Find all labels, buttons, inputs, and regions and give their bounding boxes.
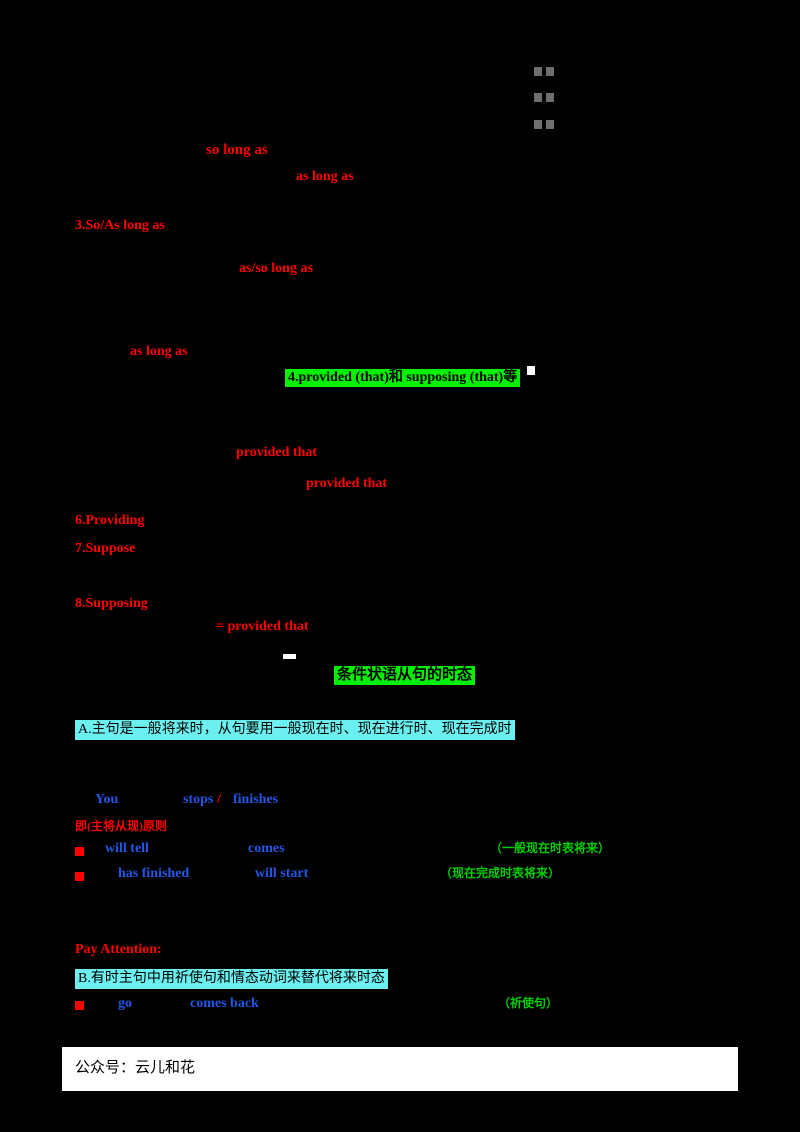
rule-red-note: 即(主将从现)原则 <box>75 819 167 833</box>
list-item-6: 6.Providing <box>75 513 145 528</box>
rule-b-heading: B.有时主句中用祈使句和情态动词来替代将来时态 <box>75 969 388 990</box>
phrase-provided-that-b: provided that <box>306 476 388 491</box>
example1-verb-clause: comes <box>248 841 285 856</box>
example-b-verb2: comes back <box>190 996 259 1011</box>
example-b-verb1: go <box>118 996 132 1011</box>
rule-a-heading: A.主句是一般将来时，从句要用一般现在时、现在进行时、现在完成时 <box>75 720 515 741</box>
superscript-mark <box>527 366 535 375</box>
example1-tense-note: （一般现在时表将来） <box>490 841 611 855</box>
corner-mark-row <box>534 63 558 81</box>
example2-verb-clause: has finished <box>118 866 190 881</box>
phrase-equals-provided-that: = provided that <box>216 619 309 634</box>
corner-mark <box>534 67 542 76</box>
sample-word-finishes: finishes <box>233 792 279 807</box>
sample-separator: / <box>217 792 221 807</box>
example2-verb-main: will start <box>255 866 309 881</box>
list-item-3: 3.So/As long as <box>75 218 165 233</box>
example-bullet <box>75 847 84 856</box>
corner-mark <box>546 67 554 76</box>
example2-tense-note: （现在完成时表将来） <box>440 866 561 880</box>
corner-mark <box>534 93 542 103</box>
sample-word-you: You <box>95 792 119 807</box>
example-bullet <box>75 1001 84 1010</box>
highlight-dash <box>283 654 296 659</box>
list-item-7: 7.Suppose <box>75 541 136 556</box>
example-bullet <box>75 872 84 881</box>
sample-word-stops: stops <box>183 792 214 807</box>
example-b-note: （祈使句） <box>498 996 559 1010</box>
phrase-provided-that-a: provided that <box>236 445 318 460</box>
list-item-8: 8.Supposing <box>75 596 148 611</box>
tense-section-heading: 条件状语从句的时态 <box>334 666 476 686</box>
phrase-as-long-as-b: as long as <box>130 344 188 359</box>
corner-mark <box>534 119 542 129</box>
example1-verb-main: will tell <box>105 841 149 856</box>
phrase-as-so-long-as: as/so long as <box>239 261 313 276</box>
attention-label: Pay Attention: <box>75 942 162 957</box>
corner-mark-row <box>534 89 558 107</box>
item-4-heading: 4.provided (that)和 supposing (that)等 <box>285 369 521 388</box>
phrase-as-long-as-a: as long as <box>296 169 354 184</box>
corner-mark <box>546 93 554 103</box>
phrase-so-long-as: so long as <box>206 142 268 158</box>
corner-mark-row <box>534 116 558 134</box>
corner-mark <box>546 119 554 129</box>
corner-marks <box>534 63 558 134</box>
footer-band: 公众号：云儿和花 <box>62 1047 738 1091</box>
footer-account-label: 公众号：云儿和花 <box>75 1060 196 1076</box>
